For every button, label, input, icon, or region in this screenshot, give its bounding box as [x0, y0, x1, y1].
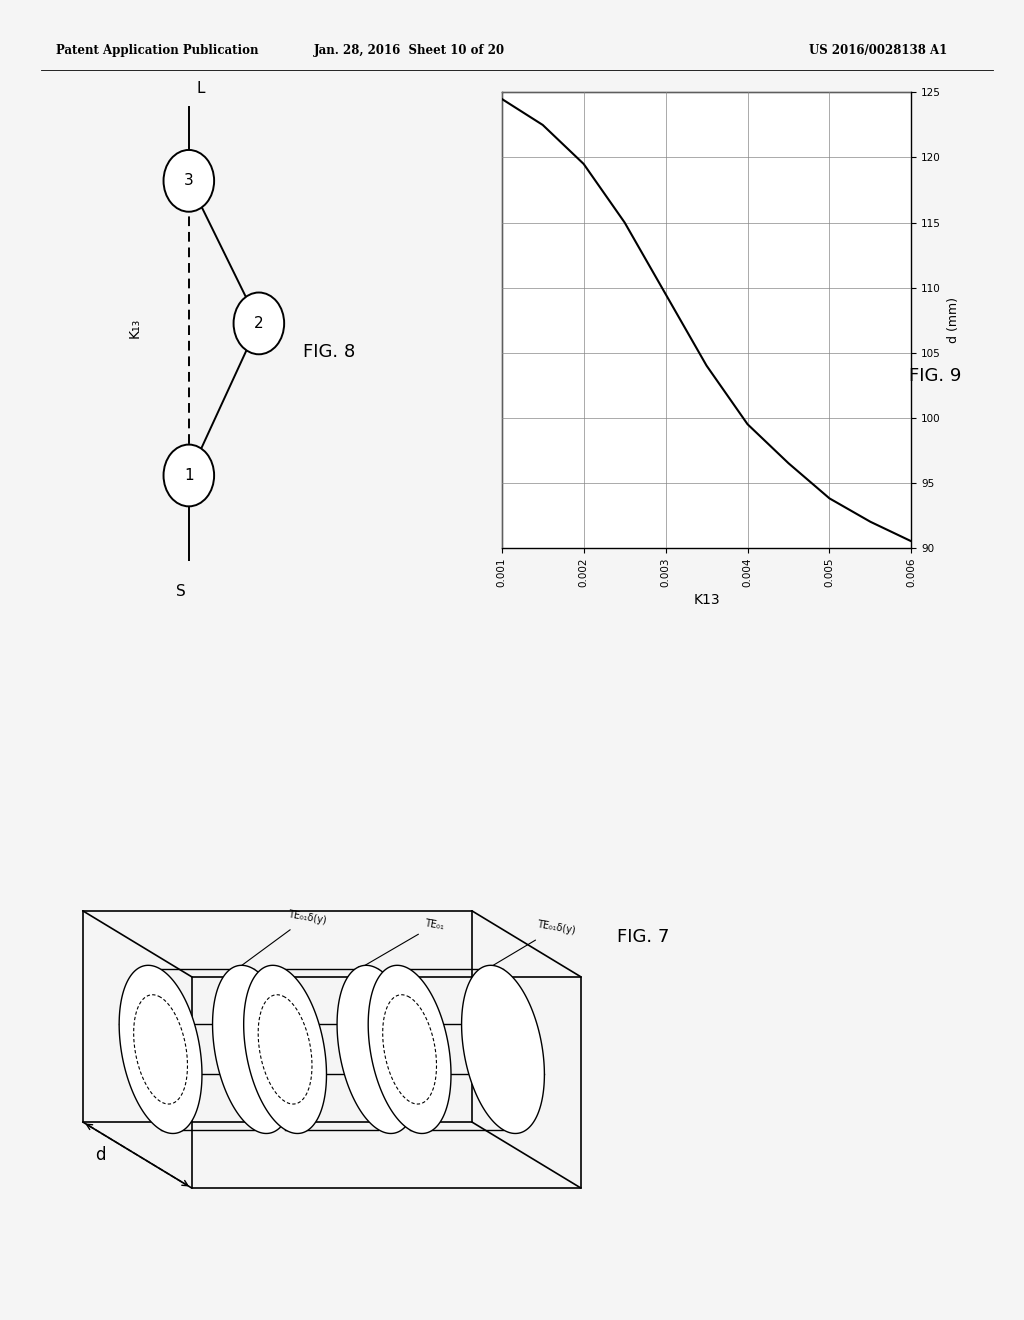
Circle shape — [233, 293, 285, 354]
Text: S: S — [176, 585, 186, 599]
Polygon shape — [369, 965, 451, 1134]
X-axis label: K13: K13 — [693, 593, 720, 607]
Text: d: d — [95, 1146, 106, 1164]
Text: 2: 2 — [254, 315, 263, 331]
Text: 3: 3 — [184, 173, 194, 189]
Polygon shape — [213, 965, 295, 1134]
Circle shape — [164, 445, 214, 507]
Text: FIG. 9: FIG. 9 — [908, 367, 962, 385]
Text: TE₀₁δ(y): TE₀₁δ(y) — [236, 908, 328, 970]
Text: Jan. 28, 2016  Sheet 10 of 20: Jan. 28, 2016 Sheet 10 of 20 — [314, 44, 505, 57]
Text: 1: 1 — [184, 469, 194, 483]
Polygon shape — [119, 965, 202, 1134]
Text: FIG. 8: FIG. 8 — [303, 343, 355, 360]
Text: TE₀₁: TE₀₁ — [356, 919, 444, 970]
Text: US 2016/0028138 A1: US 2016/0028138 A1 — [809, 44, 947, 57]
Polygon shape — [462, 965, 545, 1134]
Text: L: L — [197, 81, 205, 95]
Polygon shape — [337, 965, 420, 1134]
Text: TE₀₁δ(y): TE₀₁δ(y) — [484, 919, 577, 970]
Polygon shape — [244, 965, 327, 1134]
Text: Patent Application Publication: Patent Application Publication — [56, 44, 259, 57]
Circle shape — [164, 150, 214, 211]
Text: K₁₃: K₁₃ — [127, 318, 141, 338]
Text: FIG. 7: FIG. 7 — [616, 928, 670, 946]
Y-axis label: d (mm): d (mm) — [946, 297, 959, 343]
